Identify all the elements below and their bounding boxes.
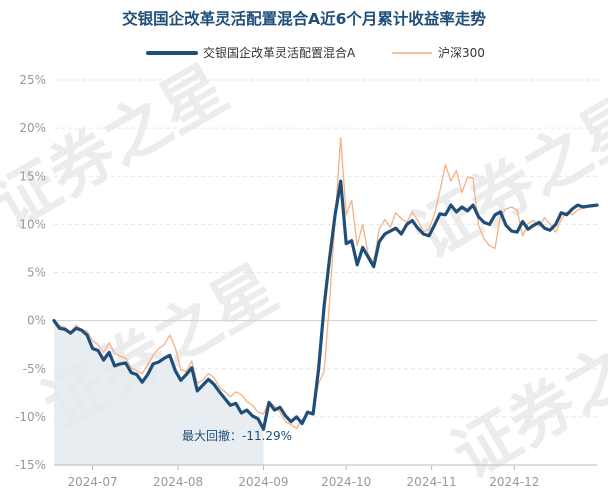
y-tick-label: 25% xyxy=(19,73,46,87)
y-tick-label: 15% xyxy=(19,169,46,183)
x-tick-label: 2024-10 xyxy=(321,475,371,489)
chart-title: 交银国企改革灵活配置混合A近6个月累计收益率走势 xyxy=(122,9,486,28)
y-tick-label: 10% xyxy=(19,217,46,231)
grid xyxy=(54,79,597,466)
legend-label-index: 沪深300 xyxy=(438,46,485,60)
x-tick-label: 2024-12 xyxy=(489,475,539,489)
y-tick-label: 5% xyxy=(27,266,46,280)
y-tick-label: 0% xyxy=(27,314,46,328)
legend-label-fund: 交银国企改革灵活配置混合A xyxy=(203,45,356,60)
y-tick-label: 20% xyxy=(19,121,46,135)
series-lines xyxy=(52,137,599,431)
x-tick-label: 2024-08 xyxy=(153,475,203,489)
series-line-fund xyxy=(52,179,599,431)
y-tick-label: -5% xyxy=(23,362,46,376)
watermark-text-3: 证券之星 xyxy=(401,82,608,274)
series-line-hs300 xyxy=(53,137,598,430)
x-tick-label: 2024-07 xyxy=(68,475,118,489)
x-tick-label: 2024-09 xyxy=(238,475,288,489)
y-tick-label: -15% xyxy=(15,458,46,472)
x-tick-label: 2024-11 xyxy=(407,475,457,489)
max-drawdown-label: 最大回撤：-11.29% xyxy=(182,428,292,443)
y-tick-label: -10% xyxy=(15,410,46,424)
legend: 交银国企改革灵活配置混合A 沪深300 xyxy=(146,45,485,60)
axes: 25% 20% 15% 10% 5% 0% -5% -10% -15% 2024-07 2024-0… xyxy=(15,73,597,489)
